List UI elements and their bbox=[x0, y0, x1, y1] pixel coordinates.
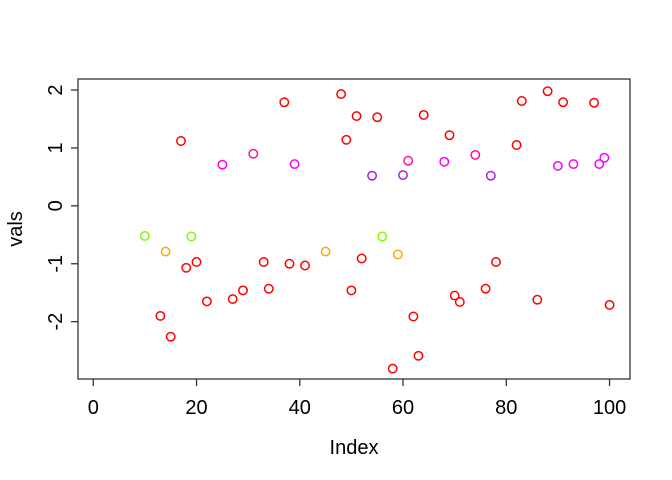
data-point bbox=[454, 297, 465, 307]
y-tick-label: 0 bbox=[45, 200, 67, 211]
data-point bbox=[346, 285, 357, 296]
data-point bbox=[589, 97, 600, 108]
data-point bbox=[604, 299, 615, 310]
data-point bbox=[139, 230, 150, 241]
plot-border-box bbox=[77, 78, 631, 380]
y-tick-label: -2 bbox=[45, 313, 67, 331]
data-point bbox=[372, 112, 383, 123]
data-point bbox=[341, 134, 352, 145]
data-point bbox=[284, 258, 295, 269]
data-point bbox=[408, 311, 419, 322]
y-axis: -2 -1 0 1 2 bbox=[45, 84, 78, 331]
data-point bbox=[165, 331, 176, 342]
data-point bbox=[542, 86, 553, 97]
x-tick-label: 0 bbox=[88, 397, 99, 419]
data-point bbox=[392, 249, 403, 260]
data-point bbox=[227, 294, 238, 305]
x-axis: 0 20 40 60 80 100 bbox=[88, 379, 626, 419]
data-point bbox=[279, 97, 290, 108]
data-point bbox=[155, 310, 166, 321]
data-point bbox=[367, 170, 378, 181]
data-point bbox=[263, 283, 274, 294]
x-tick-label: 40 bbox=[289, 397, 311, 419]
data-point bbox=[201, 296, 212, 307]
data-point bbox=[351, 111, 362, 122]
x-tick-label: 20 bbox=[185, 397, 207, 419]
data-point bbox=[300, 260, 310, 271]
data-point bbox=[336, 89, 347, 100]
data-point bbox=[238, 285, 248, 296]
data-point bbox=[398, 170, 408, 181]
data-point bbox=[491, 257, 501, 267]
data-point bbox=[516, 96, 527, 106]
data-point bbox=[558, 97, 569, 108]
data-point bbox=[258, 257, 269, 267]
data-point bbox=[320, 246, 331, 257]
data-point bbox=[418, 109, 429, 120]
data-points-group bbox=[139, 86, 615, 374]
data-point bbox=[599, 152, 610, 163]
data-point bbox=[594, 159, 605, 170]
x-tick-label: 100 bbox=[593, 397, 626, 419]
data-point bbox=[289, 159, 300, 170]
data-point bbox=[480, 283, 491, 294]
data-point bbox=[444, 130, 455, 141]
data-point bbox=[568, 159, 579, 170]
data-point bbox=[377, 231, 388, 242]
x-tick-label: 60 bbox=[392, 397, 414, 419]
data-point bbox=[511, 140, 522, 150]
data-point bbox=[248, 148, 259, 159]
data-point bbox=[160, 246, 171, 257]
x-tick-label: 80 bbox=[495, 397, 517, 419]
y-tick-label: 2 bbox=[45, 84, 67, 95]
data-point bbox=[191, 257, 202, 267]
data-point bbox=[532, 294, 543, 305]
data-point bbox=[387, 363, 398, 374]
data-point bbox=[439, 156, 450, 167]
y-axis-title: vals bbox=[5, 211, 27, 247]
data-point bbox=[186, 231, 197, 242]
y-tick-label: 1 bbox=[45, 142, 67, 153]
data-point bbox=[217, 159, 228, 170]
data-point bbox=[470, 149, 481, 160]
data-point bbox=[356, 253, 367, 264]
data-point bbox=[413, 350, 424, 361]
data-point bbox=[552, 160, 563, 171]
data-point bbox=[176, 136, 186, 146]
data-point bbox=[485, 170, 496, 181]
data-point bbox=[181, 262, 192, 273]
data-point bbox=[403, 155, 414, 166]
y-tick-label: -1 bbox=[45, 255, 67, 273]
x-axis-title: Index bbox=[330, 437, 379, 459]
data-point bbox=[449, 290, 460, 301]
